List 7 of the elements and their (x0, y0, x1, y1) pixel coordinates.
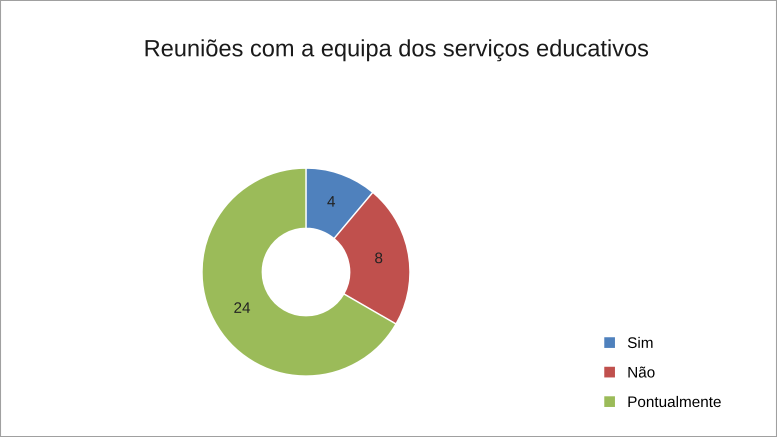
legend-label: Sim (628, 336, 652, 348)
legend-label: Pontualmente (628, 396, 721, 408)
data-label: 24 (234, 302, 250, 313)
chart-title: Reuniões com a equipa dos serviços educativos (146, 39, 648, 62)
data-label: 4 (327, 196, 336, 207)
data-label: 8 (375, 252, 382, 264)
legend-label: Não (628, 366, 655, 378)
